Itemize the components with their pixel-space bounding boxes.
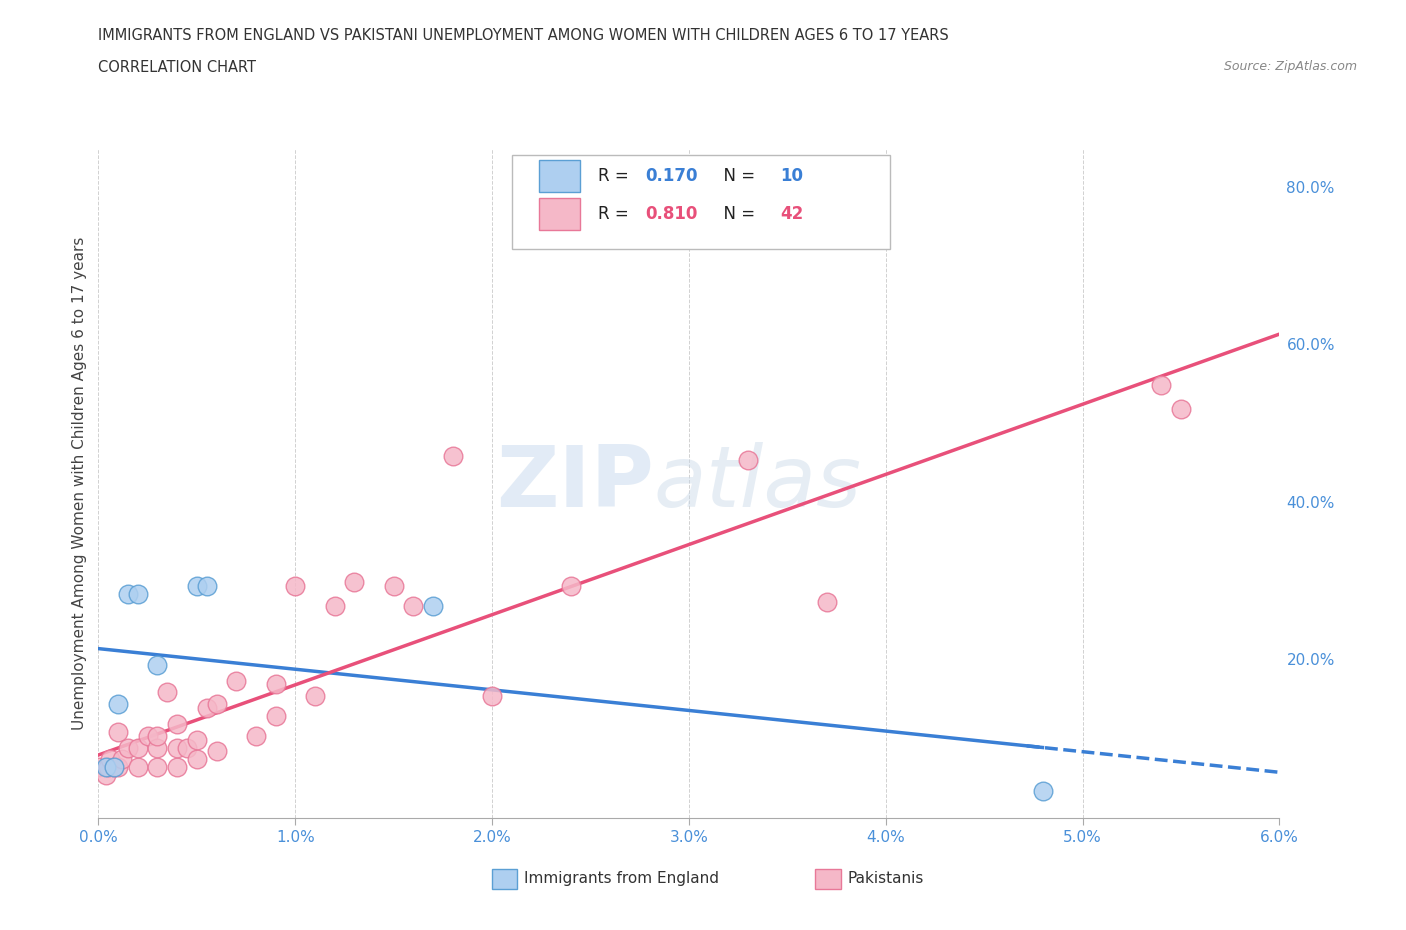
FancyBboxPatch shape (512, 155, 890, 249)
Point (107, 724, 129, 739)
Point (815, 594, 838, 609)
Point (422, 598, 444, 613)
Point (166, 716, 188, 731)
Text: Immigrants from England: Immigrants from England (524, 871, 720, 886)
Point (245, 728, 267, 743)
Point (1170, 402, 1192, 417)
Point (481, 689, 503, 704)
Text: R =: R = (598, 166, 634, 185)
Text: R =: R = (598, 206, 634, 223)
Point (103, 760, 125, 775)
Point (264, 677, 287, 692)
Point (103, 760, 125, 775)
Point (205, 697, 228, 711)
FancyBboxPatch shape (538, 160, 581, 192)
Y-axis label: Unemployment Among Women with Children Ages 6 to 17 years: Unemployment Among Women with Children A… (72, 237, 87, 730)
Point (117, 740, 139, 755)
Point (225, 673, 247, 688)
Point (87, 760, 110, 775)
Text: N =: N = (713, 206, 759, 223)
Text: ZIP: ZIP (496, 442, 654, 525)
Point (186, 751, 208, 766)
Point (560, 578, 582, 593)
Point (284, 578, 307, 593)
Point (323, 598, 346, 613)
Point (146, 760, 169, 775)
Point (304, 689, 326, 704)
Point (107, 760, 129, 775)
Point (156, 684, 179, 699)
Text: 20.0%: 20.0% (1286, 654, 1334, 669)
Point (96, 767, 118, 782)
Text: 10: 10 (780, 166, 803, 185)
Point (195, 578, 218, 593)
Point (205, 744, 228, 759)
Point (176, 740, 198, 755)
Text: N =: N = (713, 166, 759, 185)
Point (97, 760, 120, 775)
Text: 0.810: 0.810 (645, 206, 697, 223)
Text: Pakistanis: Pakistanis (848, 871, 924, 886)
Point (1150, 378, 1173, 392)
Point (1032, 783, 1054, 798)
Text: CORRELATION CHART: CORRELATION CHART (98, 60, 256, 75)
Point (186, 732, 208, 747)
Point (264, 709, 287, 724)
Point (166, 760, 188, 775)
Text: Source: ZipAtlas.com: Source: ZipAtlas.com (1223, 60, 1357, 73)
Point (111, 751, 134, 766)
Point (441, 448, 464, 463)
Text: 0.170: 0.170 (645, 166, 697, 185)
Point (96, 760, 118, 775)
Point (146, 658, 169, 672)
Point (127, 760, 149, 775)
Point (117, 587, 139, 602)
Text: 42: 42 (780, 206, 803, 223)
Point (127, 587, 149, 602)
Text: IMMIGRANTS FROM ENGLAND VS PAKISTANI UNEMPLOYMENT AMONG WOMEN WITH CHILDREN AGES: IMMIGRANTS FROM ENGLAND VS PAKISTANI UNE… (98, 28, 949, 43)
Text: atlas: atlas (654, 442, 862, 525)
Text: 40.0%: 40.0% (1286, 496, 1334, 511)
Text: 60.0%: 60.0% (1286, 339, 1334, 353)
Point (166, 740, 188, 755)
FancyBboxPatch shape (538, 198, 581, 231)
Point (146, 728, 169, 743)
Text: 80.0%: 80.0% (1286, 180, 1334, 195)
Point (382, 578, 405, 593)
Point (107, 697, 129, 711)
Point (402, 598, 425, 613)
Point (737, 453, 759, 468)
Point (136, 728, 159, 743)
Point (127, 740, 149, 755)
Point (146, 740, 169, 755)
Point (343, 575, 366, 590)
Point (98, 751, 121, 766)
Point (195, 700, 218, 715)
Point (186, 578, 208, 593)
